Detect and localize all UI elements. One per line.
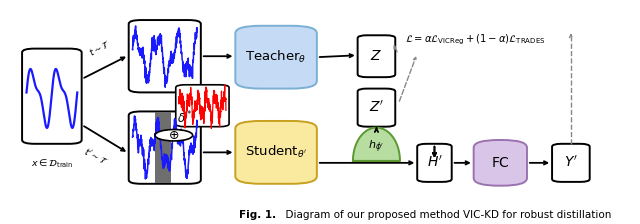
Text: $\mathcal{L} = \alpha\mathcal{L}_{\mathrm{VICReg}} + (1-\alpha)\mathcal{L}_{\mat: $\mathcal{L} = \alpha\mathcal{L}_{\mathr… — [404, 33, 545, 47]
Text: $\delta^*$: $\delta^*$ — [177, 110, 193, 126]
FancyBboxPatch shape — [474, 140, 527, 186]
FancyBboxPatch shape — [358, 88, 396, 127]
Text: $t' \sim \mathcal{T}$: $t' \sim \mathcal{T}$ — [82, 146, 110, 168]
Text: $t \sim \mathcal{T}$: $t \sim \mathcal{T}$ — [86, 38, 112, 58]
Text: $Y'$: $Y'$ — [564, 155, 578, 170]
FancyBboxPatch shape — [417, 144, 452, 182]
Text: $H'$: $H'$ — [426, 155, 442, 170]
Polygon shape — [353, 128, 400, 161]
Text: $h_{\phi^{\prime}}$: $h_{\phi^{\prime}}$ — [369, 139, 385, 155]
Text: Student$_{\theta^{\prime}}$: Student$_{\theta^{\prime}}$ — [245, 144, 307, 160]
Text: $\oplus$: $\oplus$ — [168, 129, 179, 142]
Text: $Z$: $Z$ — [371, 49, 383, 63]
Text: Teacher$_{\theta}$: Teacher$_{\theta}$ — [246, 49, 307, 65]
Text: FC: FC — [492, 156, 509, 170]
FancyBboxPatch shape — [176, 85, 229, 127]
FancyBboxPatch shape — [129, 20, 201, 92]
Text: $x \in \mathcal{D}_{\mathrm{train}}$: $x \in \mathcal{D}_{\mathrm{train}}$ — [31, 157, 73, 170]
FancyBboxPatch shape — [552, 144, 589, 182]
Text: Diagram of our proposed method VIC-KD for robust distillation: Diagram of our proposed method VIC-KD fo… — [279, 211, 612, 220]
Circle shape — [155, 129, 193, 141]
FancyBboxPatch shape — [236, 26, 317, 88]
FancyBboxPatch shape — [236, 121, 317, 184]
Text: $Z'$: $Z'$ — [369, 100, 384, 115]
Bar — [155, 112, 170, 183]
FancyBboxPatch shape — [358, 35, 396, 77]
Text: Fig. 1.: Fig. 1. — [239, 211, 276, 220]
FancyBboxPatch shape — [129, 111, 201, 184]
FancyBboxPatch shape — [22, 49, 82, 144]
